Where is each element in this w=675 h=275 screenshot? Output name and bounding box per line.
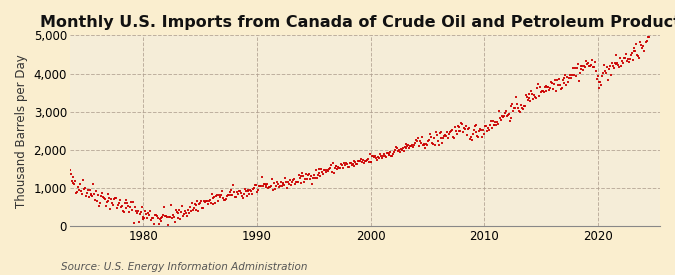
Text: Source: U.S. Energy Information Administration: Source: U.S. Energy Information Administ…	[61, 262, 307, 272]
Title: Monthly U.S. Imports from Canada of Crude Oil and Petroleum Products: Monthly U.S. Imports from Canada of Crud…	[40, 15, 675, 30]
Y-axis label: Thousand Barrels per Day: Thousand Barrels per Day	[15, 54, 28, 208]
